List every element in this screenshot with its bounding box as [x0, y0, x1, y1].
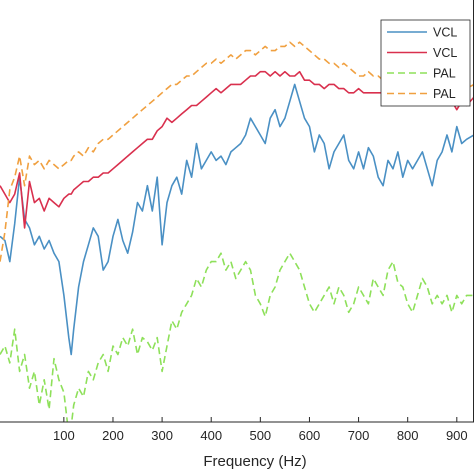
x-tick-label: 100: [53, 428, 75, 443]
x-tick-label: 300: [151, 428, 173, 443]
x-tick-label: 200: [102, 428, 124, 443]
legend-box: [380, 19, 471, 107]
legend: VCL VCL PAL PAL: [380, 19, 471, 107]
x-tick-label: 900: [446, 428, 468, 443]
legend-label: PAL: [433, 67, 456, 81]
series-line-1: [0, 83, 474, 356]
series-line-3: [0, 252, 474, 422]
legend-label: VCL: [433, 46, 457, 60]
x-tick-layer: 100 200 300 400 500 600 700 800 900: [53, 417, 468, 443]
x-axis-label: Frequency (Hz): [203, 453, 306, 470]
legend-label: VCL: [433, 26, 457, 40]
legend-label: PAL: [433, 87, 456, 101]
series-line-4: [0, 41, 474, 262]
x-tick-label: 600: [299, 428, 321, 443]
x-tick-label: 700: [348, 428, 370, 443]
x-tick-label: 400: [200, 428, 222, 443]
x-tick-label: 500: [249, 428, 271, 443]
x-tick-label: 800: [397, 428, 419, 443]
